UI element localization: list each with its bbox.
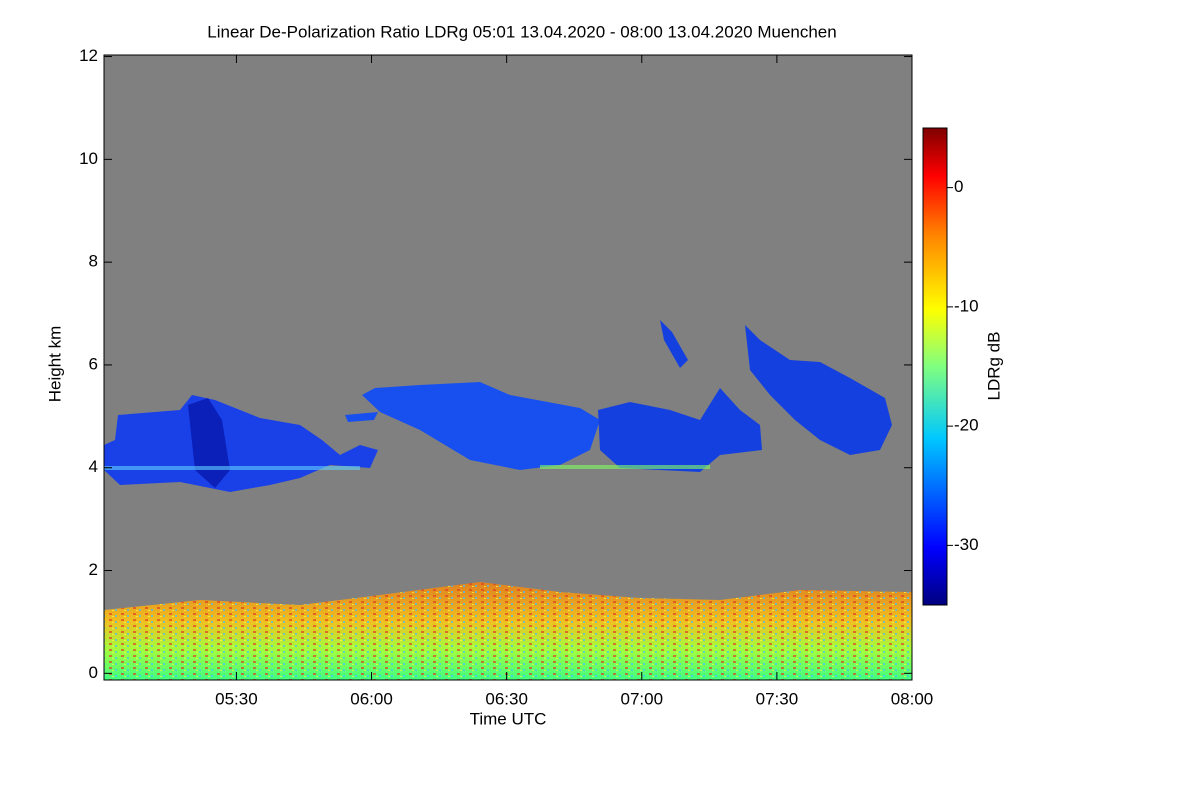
x-tick-label: 06:30 [485,689,528,708]
colorbar-tick-label: -30 [954,535,979,554]
x-tick-label: 08:00 [891,689,934,708]
y-tick-label: 10 [79,149,98,168]
x-tick-label: 07:00 [620,689,663,708]
x-tick-label: 06:00 [350,689,393,708]
y-tick-label: 4 [89,457,98,476]
y-tick-label: 2 [89,560,98,579]
y-tick-label: 8 [89,252,98,271]
plot-frame [103,54,913,681]
heatmap [104,320,912,680]
x-axis-label: Time UTC [470,709,547,728]
colorbar [922,127,948,606]
chart-title: Linear De-Polarization Ratio LDRg 05:01 … [207,22,836,41]
y-tick-label: 0 [89,663,98,682]
y-tick-label: 12 [79,46,98,65]
colorbar-tick-label: 0 [954,177,963,196]
x-tick-label: 05:30 [215,689,258,708]
colorbar-tick-label: -10 [954,296,979,315]
y-axis-label: Height km [45,326,64,403]
x-tick-label: 07:30 [756,689,799,708]
colorbar-tick-label: -20 [954,416,979,435]
y-tick-label: 6 [89,354,98,373]
colorbar-label: LDRg dB [984,332,1003,401]
